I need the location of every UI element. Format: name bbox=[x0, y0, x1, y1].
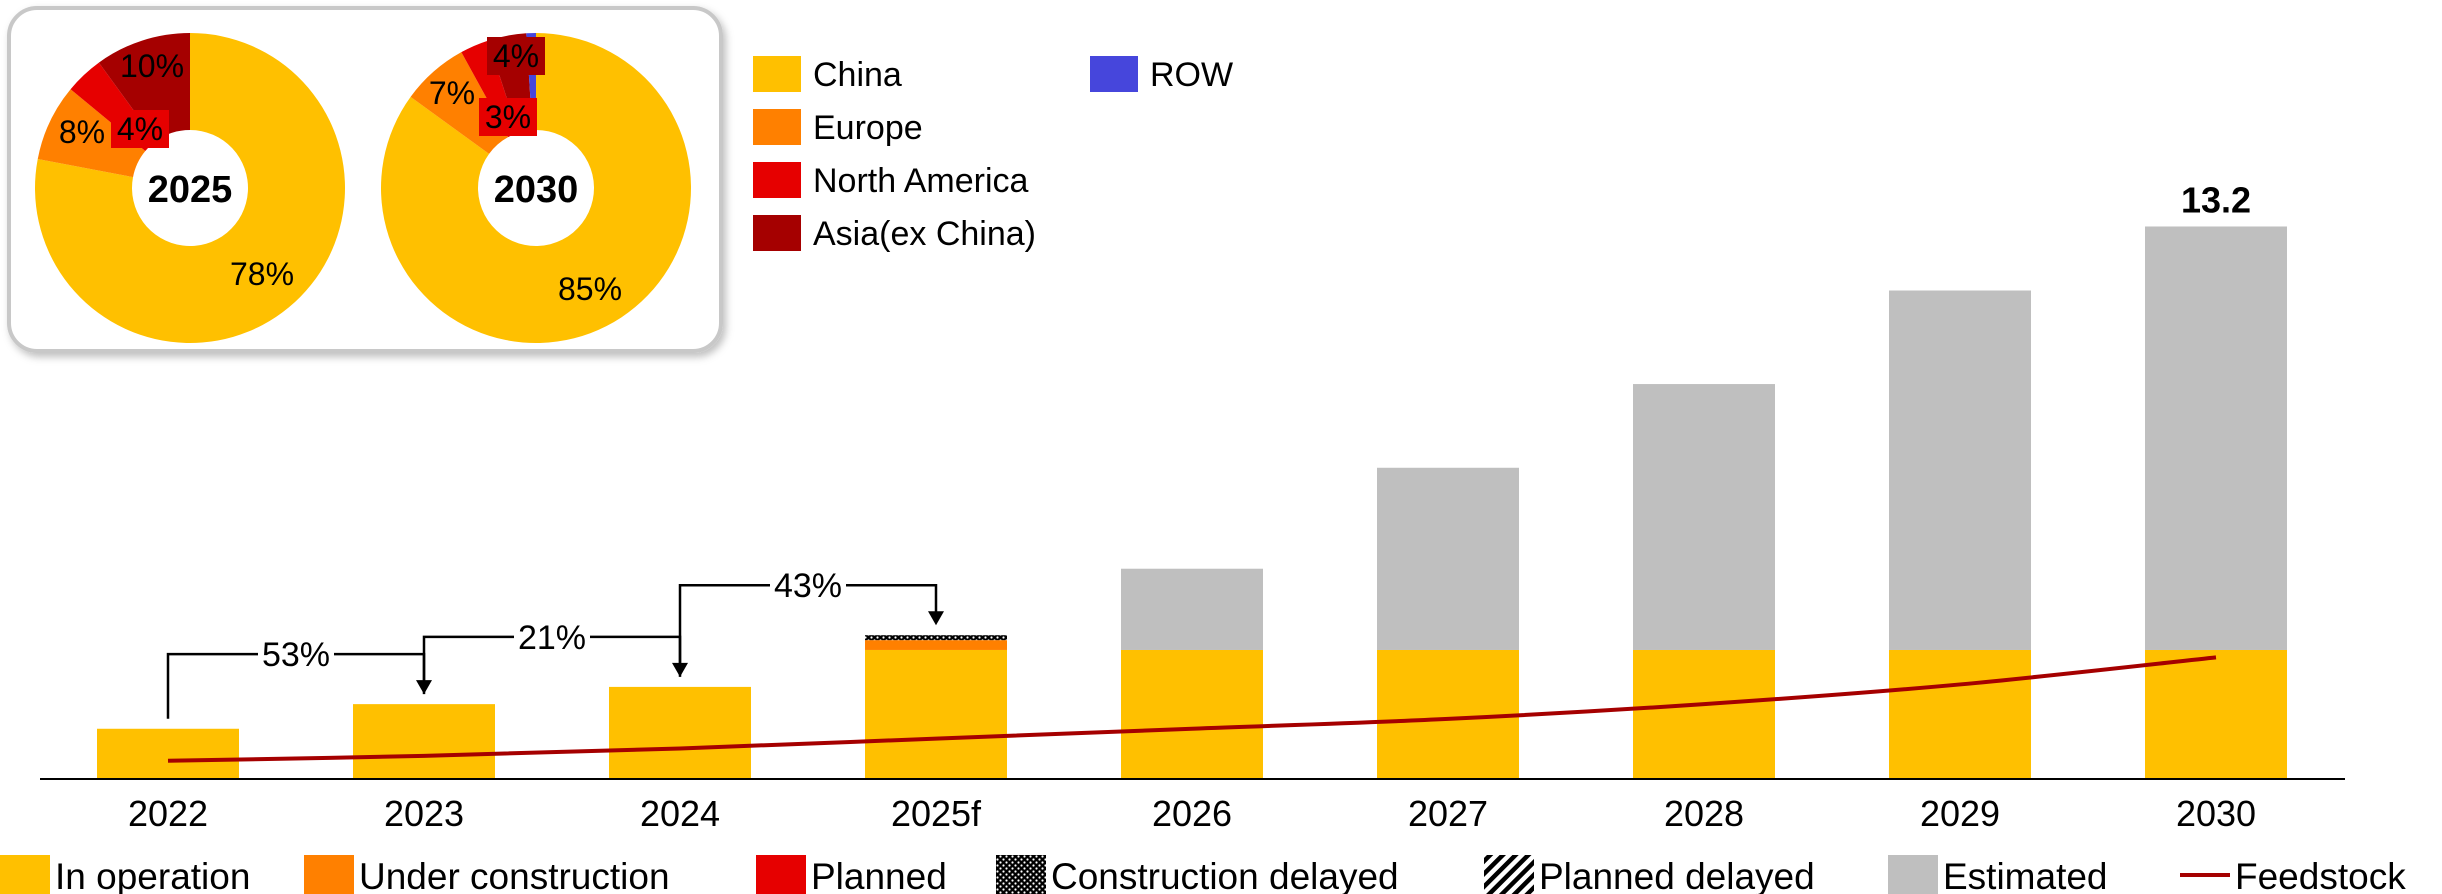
x-axis-tick-labels: 2022 2023 2024 2025f 2026 2027 2028 2029 2030 bbox=[128, 793, 2256, 834]
slice-label-background bbox=[487, 37, 545, 75]
pie-legend-item-asia-ex-china-: Asia(ex China) bbox=[753, 215, 1036, 253]
legend-swatch bbox=[1888, 855, 1938, 894]
pie-legend-item-china: China bbox=[753, 56, 902, 94]
growth-label: 53% bbox=[262, 636, 330, 674]
slice-value-label: 7% bbox=[429, 75, 475, 111]
x-tick-label: 2025f bbox=[891, 793, 982, 834]
legend-item-estimated: Estimated bbox=[1888, 855, 2108, 894]
legend-label: In operation bbox=[55, 856, 250, 894]
x-tick-label: 2023 bbox=[384, 793, 464, 834]
bar-in-operation-2029 bbox=[1889, 649, 2031, 778]
legend-item-planned-delayed: Planned delayed bbox=[1484, 855, 1815, 894]
growth-annotations: 53% 21% 43% bbox=[166, 563, 944, 719]
slice-value-label: 8% bbox=[59, 114, 105, 150]
slice-label-background bbox=[111, 110, 169, 148]
x-tick-label: 2027 bbox=[1408, 793, 1488, 834]
legend-item-feedstock: Feedstock bbox=[2180, 856, 2406, 894]
slice-value-label: 4% bbox=[117, 111, 163, 147]
donut-center-year: 2030 bbox=[494, 169, 579, 211]
donut-slice-2030-china bbox=[380, 33, 691, 343]
slice-value-label: 78% bbox=[230, 256, 294, 292]
slice-value-label: 85% bbox=[558, 271, 622, 307]
growth-label-background bbox=[770, 563, 846, 608]
legend-label: Construction delayed bbox=[1051, 856, 1399, 894]
total-label-2030: 13.2 bbox=[2181, 179, 2251, 220]
growth-label-background bbox=[514, 614, 590, 659]
pie-legend-label: North America bbox=[813, 162, 1028, 200]
pie-legend-label: Asia(ex China) bbox=[813, 215, 1036, 253]
slice-value-label: 10% bbox=[120, 48, 184, 84]
bar-in-operation-2026 bbox=[1121, 649, 1263, 778]
bar-estimated-2030 bbox=[2145, 226, 2287, 650]
legend-swatch bbox=[996, 855, 1046, 894]
pie-legend-swatch bbox=[753, 162, 801, 198]
bar-in-operation-2023 bbox=[353, 704, 495, 778]
pie-legend: China Europe North America Asia(ex China) RO… bbox=[753, 56, 1233, 253]
legend-item-planned: Planned bbox=[756, 855, 947, 894]
pie-legend-swatch bbox=[753, 56, 801, 92]
donut-chart-2025: 2025 78% 8% 4% 10% bbox=[35, 33, 345, 344]
growth-label-background bbox=[258, 632, 334, 677]
growth-label: 21% bbox=[518, 619, 586, 657]
legend-label: Feedstock bbox=[2235, 856, 2406, 894]
legend-swatch bbox=[0, 855, 50, 894]
growth-label: 43% bbox=[774, 567, 842, 605]
pie-legend-item-north-america: North America bbox=[753, 162, 1028, 200]
bar-in-operation-2028 bbox=[1633, 649, 1775, 778]
bar-construction-delayed-2025f bbox=[865, 635, 1007, 641]
bar-series: 13.2 bbox=[97, 179, 2287, 778]
donut-center-year: 2025 bbox=[148, 169, 233, 211]
bar-in-operation-2024 bbox=[609, 686, 751, 778]
legend-swatch bbox=[304, 855, 354, 894]
x-tick-label: 2030 bbox=[2176, 793, 2256, 834]
bar-in-operation-2022 bbox=[97, 728, 239, 778]
legend-label: Planned bbox=[811, 856, 947, 894]
legend-swatch bbox=[1484, 855, 1534, 894]
x-tick-label: 2022 bbox=[128, 793, 208, 834]
pie-legend-item-europe: Europe bbox=[753, 109, 923, 147]
x-tick-label: 2028 bbox=[1664, 793, 1744, 834]
bar-estimated-2026 bbox=[1121, 568, 1263, 650]
donut-slice-2025-europe bbox=[37, 89, 146, 178]
pie-legend-label: Europe bbox=[813, 109, 923, 147]
bottom-legend: In operation Under construction Planned Con… bbox=[0, 855, 2406, 894]
feedstock-line bbox=[167, 655, 2217, 763]
donut-slice-2025-china bbox=[35, 33, 345, 344]
legend-item-in-operation: In operation bbox=[0, 855, 250, 894]
legend-swatch bbox=[756, 855, 806, 894]
x-tick-label: 2026 bbox=[1152, 793, 1232, 834]
growth-arrow-head bbox=[928, 611, 944, 626]
slice-value-label: 4% bbox=[493, 38, 539, 74]
legend-item-under-construction: Under construction bbox=[304, 855, 670, 894]
bar-in-operation-2030 bbox=[2145, 649, 2287, 778]
feedstock-line-series bbox=[167, 655, 2217, 763]
bar-under-construction-2025f bbox=[865, 640, 1007, 650]
legend-label: Planned delayed bbox=[1539, 856, 1815, 894]
legend-label: Estimated bbox=[1943, 856, 2108, 894]
legend-label: Under construction bbox=[359, 856, 670, 894]
donut-chart-2030: 2030 85% 7% 3% 4% bbox=[380, 33, 691, 343]
pie-legend-swatch bbox=[753, 109, 801, 145]
bar-in-operation-2025f bbox=[865, 649, 1007, 778]
pie-legend-swatch bbox=[753, 215, 801, 251]
legend-item-construction-delayed: Construction delayed bbox=[996, 855, 1399, 894]
pie-legend-swatch bbox=[1090, 56, 1138, 92]
pie-legend-label: China bbox=[813, 56, 902, 94]
slice-value-label: 3% bbox=[485, 99, 531, 135]
pie-legend-label: ROW bbox=[1150, 56, 1233, 94]
bar-in-operation-2027 bbox=[1377, 649, 1519, 778]
growth-annotation-2023-2024: 21% bbox=[422, 614, 688, 695]
x-tick-label: 2024 bbox=[640, 793, 720, 834]
pie-legend-item-row: ROW bbox=[1090, 56, 1233, 94]
x-tick-label: 2029 bbox=[1920, 793, 2000, 834]
bar-estimated-2028 bbox=[1633, 384, 1775, 650]
bar-estimated-2029 bbox=[1889, 290, 2031, 650]
slice-label-background bbox=[479, 98, 537, 136]
growth-annotation-2024-2025f: 43% bbox=[678, 563, 944, 677]
bar-estimated-2027 bbox=[1377, 467, 1519, 650]
